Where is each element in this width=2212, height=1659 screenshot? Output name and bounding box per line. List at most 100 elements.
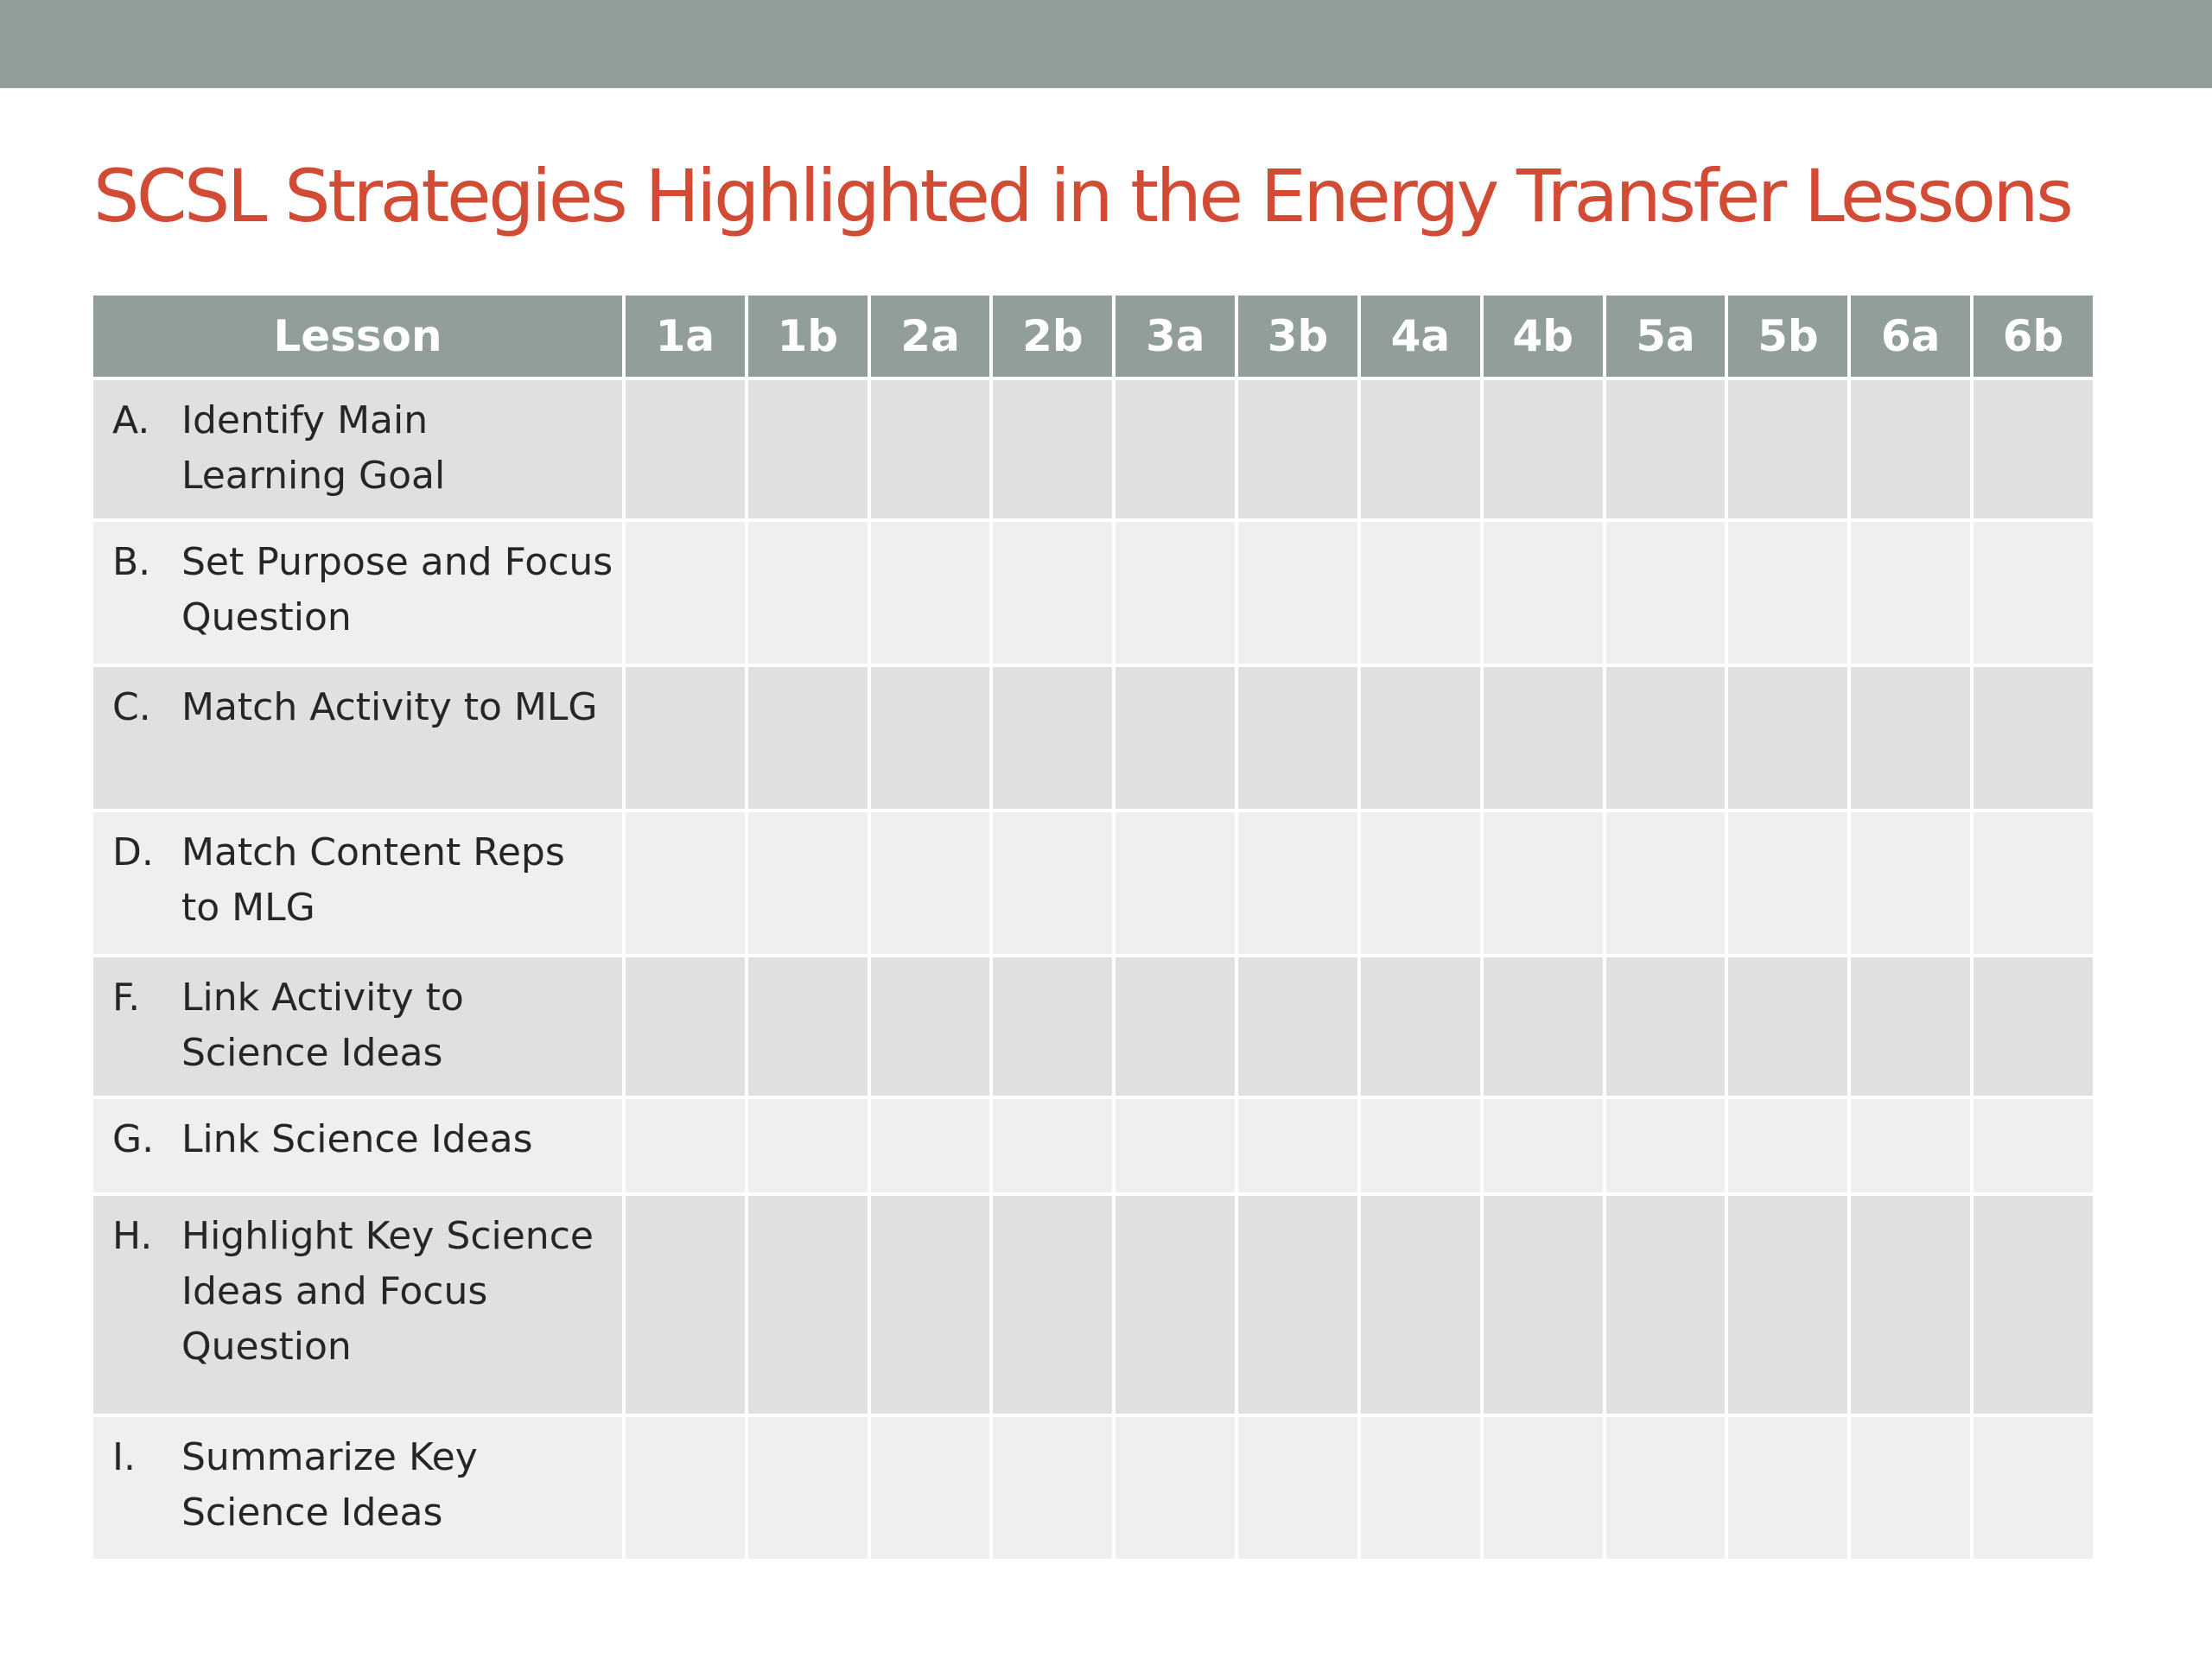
grid-cell bbox=[1728, 1196, 1848, 1414]
strategy-text: Match Content Reps to MLG bbox=[181, 830, 565, 930]
grid-cell bbox=[747, 812, 868, 954]
grid-cell bbox=[747, 380, 868, 518]
grid-cell bbox=[1483, 1417, 1603, 1559]
lesson-cell: I. Summarize Key Science Ideas bbox=[93, 1417, 622, 1559]
grid-cell bbox=[1238, 957, 1357, 1096]
grid-cell bbox=[1116, 1099, 1236, 1192]
grid-cell bbox=[1974, 1196, 2093, 1414]
grid-cell bbox=[1605, 1099, 1726, 1192]
strategy-text: Highlight Key Science Ideas and Focus Qu… bbox=[181, 1214, 594, 1369]
grid-cell bbox=[1728, 957, 1848, 1096]
grid-cell bbox=[626, 522, 745, 664]
grid-cell bbox=[626, 1417, 745, 1559]
grid-cell bbox=[1728, 380, 1848, 518]
grid-cell bbox=[1851, 957, 1971, 1096]
grid-cell bbox=[1851, 667, 1971, 809]
strategy-text: Summarize Key Science Ideas bbox=[181, 1435, 478, 1535]
grid-cell bbox=[1483, 522, 1603, 664]
grid-cell bbox=[870, 522, 990, 664]
grid-cell bbox=[1851, 380, 1971, 518]
grid-cell bbox=[1116, 1196, 1236, 1414]
header-column: 2a bbox=[870, 296, 990, 377]
grid-cell bbox=[1360, 667, 1480, 809]
grid-cell bbox=[993, 1417, 1113, 1559]
grid-cell bbox=[870, 1417, 990, 1559]
grid-cell bbox=[1483, 1099, 1603, 1192]
grid-cell bbox=[870, 1099, 990, 1192]
grid-cell bbox=[993, 1099, 1113, 1192]
strategy-letter: G. bbox=[112, 1117, 155, 1161]
grid-cell bbox=[747, 1417, 868, 1559]
grid-cell bbox=[626, 667, 745, 809]
lesson-cell: B. Set Purpose and Focus Question bbox=[93, 522, 622, 664]
table-row: H. Highlight Key Science Ideas and Focus … bbox=[93, 1196, 2093, 1414]
grid-cell bbox=[1483, 380, 1603, 518]
grid-cell bbox=[626, 812, 745, 954]
header-column: 1a bbox=[626, 296, 745, 377]
grid-cell bbox=[1974, 1417, 2093, 1559]
strategy-label: G. Link Science Ideas bbox=[93, 1099, 622, 1167]
header-column: 1b bbox=[747, 296, 868, 377]
grid-cell bbox=[1728, 1099, 1848, 1192]
grid-cell bbox=[1116, 380, 1236, 518]
grid-cell bbox=[1238, 522, 1357, 664]
grid-cell bbox=[993, 1196, 1113, 1414]
grid-cell bbox=[1116, 1417, 1236, 1559]
header-column: 2b bbox=[993, 296, 1113, 377]
grid-cell bbox=[1605, 1417, 1726, 1559]
grid-cell bbox=[626, 957, 745, 1096]
grid-cell bbox=[1116, 957, 1236, 1096]
grid-cell bbox=[993, 522, 1113, 664]
grid-cell bbox=[747, 1099, 868, 1192]
grid-cell bbox=[1728, 1417, 1848, 1559]
strategy-letter: B. bbox=[112, 540, 151, 584]
top-band bbox=[0, 0, 2212, 88]
grid-cell bbox=[747, 522, 868, 664]
table-row: F. Link Activity to Science Ideas bbox=[93, 957, 2093, 1096]
grid-cell bbox=[1974, 812, 2093, 954]
strategy-text: Set Purpose and Focus Question bbox=[181, 540, 613, 639]
header-column: 5a bbox=[1605, 296, 1726, 377]
strategy-letter: D. bbox=[112, 830, 154, 874]
grid-cell bbox=[1238, 812, 1357, 954]
grid-cell bbox=[1483, 1196, 1603, 1414]
grid-cell bbox=[1238, 667, 1357, 809]
grid-cell bbox=[1116, 667, 1236, 809]
lesson-cell: H. Highlight Key Science Ideas and Focus … bbox=[93, 1196, 622, 1414]
grid-cell bbox=[1974, 522, 2093, 664]
header-lesson: Lesson bbox=[93, 296, 622, 377]
header-column: 5b bbox=[1728, 296, 1848, 377]
grid-cell bbox=[870, 812, 990, 954]
lesson-cell: A. Identify Main Learning Goal bbox=[93, 380, 622, 518]
grid-cell bbox=[1974, 380, 2093, 518]
strategy-letter: H. bbox=[112, 1214, 153, 1258]
strategy-text: Identify Main Learning Goal bbox=[181, 398, 446, 498]
grid-cell bbox=[747, 957, 868, 1096]
table-row: I. Summarize Key Science Ideas bbox=[93, 1417, 2093, 1559]
strategy-letter: F. bbox=[112, 976, 141, 1020]
strategy-label: I. Summarize Key Science Ideas bbox=[93, 1417, 622, 1541]
grid-cell bbox=[870, 667, 990, 809]
table-header-row: Lesson 1a 1b 2a 2b 3a 3b 4a 4b 5a 5b 6a … bbox=[93, 296, 2093, 377]
grid-cell bbox=[1851, 1196, 1971, 1414]
grid-cell bbox=[1360, 380, 1480, 518]
strategy-label: F. Link Activity to Science Ideas bbox=[93, 957, 622, 1081]
grid-cell bbox=[1238, 1099, 1357, 1192]
table-body: A. Identify Main Learning Goal B. Set Purpo… bbox=[93, 380, 2093, 1559]
header-column: 3b bbox=[1238, 296, 1357, 377]
strategy-letter: C. bbox=[112, 685, 151, 729]
lesson-cell: D. Match Content Reps to MLG bbox=[93, 812, 622, 954]
table-row: G. Link Science Ideas bbox=[93, 1099, 2093, 1192]
grid-cell bbox=[1728, 812, 1848, 954]
grid-cell bbox=[1851, 1099, 1971, 1192]
strategy-label: C. Match Activity to MLG bbox=[93, 667, 622, 735]
strategies-table: Lesson 1a 1b 2a 2b 3a 3b 4a 4b 5a 5b 6a … bbox=[90, 292, 2096, 1562]
header-column: 6a bbox=[1851, 296, 1971, 377]
header-column: 3a bbox=[1116, 296, 1236, 377]
lesson-cell: C. Match Activity to MLG bbox=[93, 667, 622, 809]
table-row: A. Identify Main Learning Goal bbox=[93, 380, 2093, 518]
table-row: B. Set Purpose and Focus Question bbox=[93, 522, 2093, 664]
strategy-letter: I. bbox=[112, 1435, 136, 1479]
strategy-text: Match Activity to MLG bbox=[181, 685, 598, 729]
grid-cell bbox=[870, 957, 990, 1096]
